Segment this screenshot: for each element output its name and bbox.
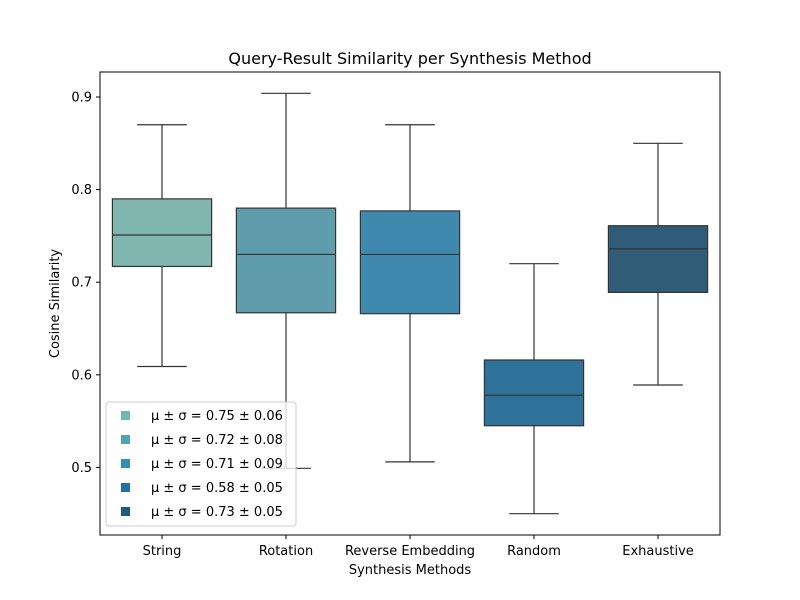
- box-exhaustive: [607, 142, 709, 386]
- box-reverse-embedding: [359, 124, 461, 463]
- y-tick-label: 0.7: [71, 276, 92, 291]
- legend: μ ± σ = 0.75 ± 0.06 μ ± σ = 0.72 ± 0.08 μ …: [105, 401, 297, 527]
- box-iqr: [483, 359, 585, 427]
- legend-label: μ ± σ = 0.58 ± 0.05: [151, 481, 283, 496]
- y-axis-label: Cosine Similarity: [48, 249, 63, 359]
- x-tick-label: Exhaustive: [622, 544, 694, 559]
- legend-marker: [121, 507, 130, 516]
- x-tick-label: Random: [507, 544, 561, 559]
- y-tick-label: 0.9: [71, 91, 92, 106]
- box-iqr: [359, 210, 461, 315]
- box-iqr: [111, 198, 213, 268]
- legend-marker: [121, 483, 130, 492]
- legend-marker: [121, 459, 130, 468]
- plot-area: 0.5 0.6 0.7 0.8 0.9 String Rotation Reverse Emb…: [71, 91, 709, 559]
- legend-label: μ ± σ = 0.75 ± 0.06: [151, 409, 283, 424]
- legend-label: μ ± σ = 0.72 ± 0.08: [151, 433, 283, 448]
- x-axis-label: Synthesis Methods: [349, 563, 472, 578]
- box-random: [483, 263, 585, 515]
- legend-marker: [121, 435, 130, 444]
- x-tick-label: Reverse Embedding: [345, 544, 475, 559]
- y-tick-label: 0.6: [71, 368, 92, 383]
- x-tick-label: Rotation: [259, 544, 313, 559]
- legend-marker: [121, 411, 130, 420]
- legend-label: μ ± σ = 0.73 ± 0.05: [151, 505, 283, 520]
- y-tick-label: 0.8: [71, 183, 92, 198]
- box-rotation: [235, 92, 337, 469]
- legend-label: μ ± σ = 0.71 ± 0.09: [151, 457, 283, 472]
- box-string: [111, 124, 213, 368]
- legend-frame: [105, 401, 297, 527]
- box-iqr: [607, 225, 709, 293]
- x-tick-label: String: [143, 544, 182, 559]
- plot-frame: [99, 71, 721, 536]
- y-tick-label: 0.5: [71, 461, 92, 476]
- box-iqr: [235, 207, 337, 314]
- chart-title: Query-Result Similarity per Synthesis Me…: [228, 49, 591, 68]
